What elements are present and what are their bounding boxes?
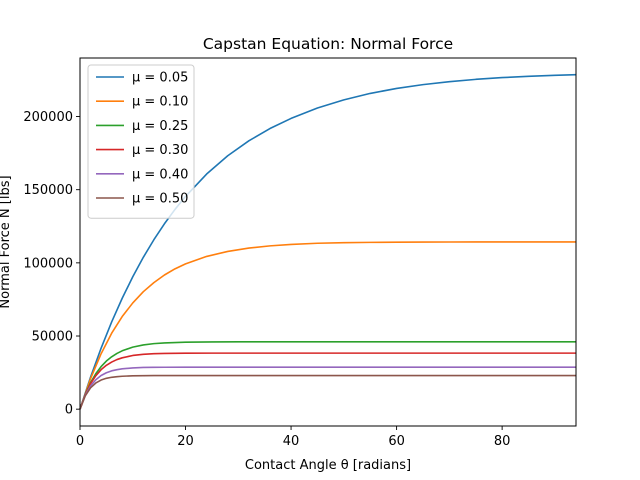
series-line-3: [79, 352, 576, 410]
y-tick-label-1: 50000: [32, 330, 73, 345]
x-tick-label-2: 40: [283, 434, 300, 449]
x-tick-label-1: 20: [177, 434, 194, 449]
chart-title: Capstan Equation: Normal Force: [203, 35, 453, 53]
legend-label-5: μ = 0.50: [132, 192, 188, 207]
x-tick-label-0: 0: [76, 434, 84, 449]
legend-label-3: μ = 0.30: [132, 143, 188, 158]
legend-box: [87, 64, 195, 219]
x-axis-label: Contact Angle θ [radians]: [245, 458, 411, 473]
x-axis: 0 20 40 60 80: [76, 426, 511, 449]
series-lines: [79, 73, 577, 410]
y-tick-label-0: 0: [65, 403, 73, 418]
y-tick-label-4: 200000: [23, 110, 73, 125]
series-line-1: [79, 241, 576, 410]
series-line-2: [79, 341, 576, 410]
series-line-5: [79, 374, 576, 410]
y-tick-label-2: 100000: [23, 256, 73, 271]
series-line-4: [79, 366, 576, 410]
y-axis-label: Normal Force N [lbs]: [0, 175, 13, 308]
series-line-0: [79, 73, 577, 410]
plot-frame: [79, 57, 577, 427]
y-tick-label-3: 150000: [23, 183, 73, 198]
x-tick-label-4: 80: [494, 434, 511, 449]
legend-label-0: μ = 0.05: [132, 71, 188, 86]
legend-label-1: μ = 0.10: [132, 95, 188, 110]
legend: μ = 0.05 μ = 0.10 μ = 0.25 μ = 0.30 μ = 0.40…: [87, 64, 195, 219]
x-tick-label-3: 60: [388, 434, 405, 449]
y-axis: 0 50000 100000 150000 200000: [23, 110, 80, 418]
legend-label-4: μ = 0.40: [132, 167, 188, 182]
legend-label-2: μ = 0.25: [132, 119, 188, 134]
